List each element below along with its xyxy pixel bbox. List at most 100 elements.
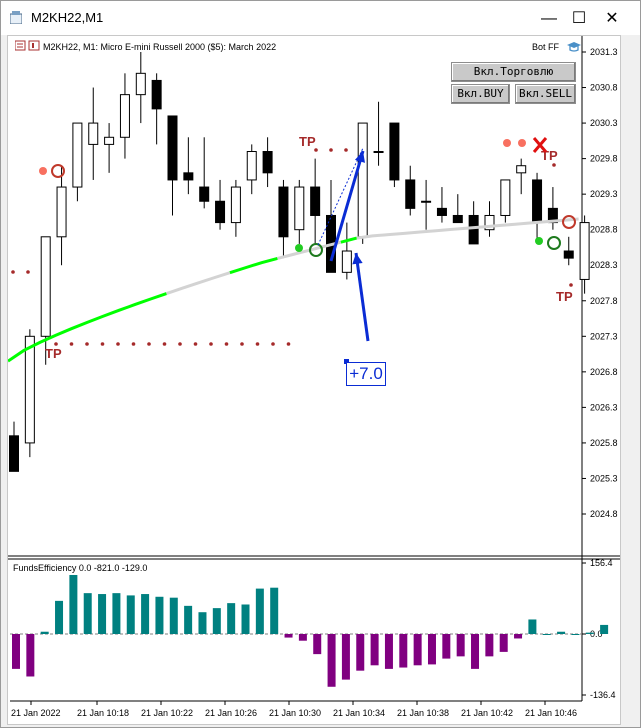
bull-candle	[24, 335, 35, 444]
tp-level-dot	[255, 342, 260, 346]
bull-candle	[246, 151, 257, 181]
ma-line-flat	[166, 271, 231, 295]
window-title: M2KH22,M1	[31, 10, 104, 25]
histogram-bar-positive	[126, 595, 135, 634]
time-tick-label: 21 Jan 10:22	[141, 708, 193, 718]
enable-buy-button[interactable]: Вкл.BUY	[451, 84, 510, 104]
histogram-bar-positive	[40, 631, 49, 634]
histogram-bar-positive	[212, 608, 221, 634]
candle	[389, 122, 400, 188]
candle	[246, 144, 257, 195]
minimize-button[interactable]: —	[541, 10, 557, 27]
bear-candle	[532, 179, 543, 224]
indicator-label: FundsEfficiency 0.0 -821.0 -129.0	[13, 563, 148, 573]
tp-level-dot	[209, 342, 213, 346]
candle	[278, 179, 289, 259]
histogram-bar-positive	[557, 631, 566, 634]
price-tick-label: 2024.8	[590, 509, 618, 519]
candle	[452, 194, 463, 224]
position-marker	[51, 164, 65, 178]
chart-window-icon	[10, 11, 22, 24]
price-tick-label: 2030.3	[590, 118, 618, 128]
entry-arrow	[329, 150, 365, 262]
maximize-button[interactable]: ☐	[571, 10, 587, 27]
histogram-bar-negative	[327, 634, 336, 687]
signal-dot	[518, 139, 526, 147]
histogram-bar-positive	[600, 624, 609, 634]
indicator-tick-label: 156.4	[590, 558, 613, 568]
candle	[357, 122, 368, 244]
candle	[373, 101, 384, 166]
position-marker	[562, 215, 576, 229]
tp-level-dot	[100, 342, 105, 346]
bear-candle	[9, 435, 19, 472]
tp-label: TP	[556, 289, 573, 304]
candle	[579, 215, 590, 294]
candle	[468, 201, 479, 245]
close-button[interactable]: ✕	[605, 10, 619, 27]
candle	[56, 165, 67, 266]
candle	[24, 329, 35, 458]
bear-candle	[215, 200, 226, 224]
ma-line-rising	[229, 256, 278, 275]
entry-arrow-head	[354, 151, 365, 163]
tp-level-dot	[552, 163, 556, 167]
candle	[484, 201, 495, 237]
price-tick-label: 2026.8	[590, 367, 618, 377]
tp-level-dot	[26, 270, 30, 274]
bear-candle	[262, 151, 273, 174]
enable-trading-button[interactable]: Вкл.Торговлю	[451, 62, 576, 82]
histogram-bar-positive	[69, 574, 78, 634]
chart-area[interactable]: 2031.3 2030.8 2030.3 2029.8 2029.3 2028.8 2028…	[7, 35, 621, 725]
position-marker	[547, 236, 561, 250]
time-tick-label: 21 Jan 10:46	[525, 708, 577, 718]
signal-dot	[535, 237, 543, 245]
bull-candle	[341, 250, 352, 273]
bull-candle	[579, 222, 590, 280]
tp-level-dot	[116, 342, 120, 346]
candle	[421, 179, 432, 230]
position-marker	[309, 243, 323, 257]
bull-candle	[40, 236, 51, 337]
tp-level-dot	[271, 342, 275, 346]
bear-candle	[151, 79, 162, 110]
tp-level-dot	[147, 342, 151, 346]
histogram-bar-positive	[184, 605, 193, 634]
bull-candle	[516, 165, 527, 174]
histogram-bar-negative	[514, 634, 523, 639]
signal-dot	[503, 139, 511, 147]
bear-candle	[389, 122, 400, 181]
histogram-bar-positive	[169, 597, 178, 634]
tp-level-dot	[131, 342, 136, 346]
bull-candle	[88, 122, 99, 145]
price-tick-label: 2028.3	[590, 260, 618, 270]
histogram-bar-negative	[313, 634, 322, 655]
price-tick-label: 2027.8	[590, 296, 618, 306]
candle	[341, 222, 352, 280]
chart-canvas[interactable]: 2031.3 2030.8 2030.3 2029.8 2029.3 2028.8 2028…	[8, 36, 620, 724]
candle	[215, 179, 226, 230]
tp-level-dot	[162, 342, 167, 346]
histogram-bar-positive	[227, 603, 236, 634]
histogram-bar-positive	[55, 600, 64, 634]
candle	[405, 165, 416, 216]
tp-level-dot	[11, 270, 15, 274]
histogram-bar-positive	[141, 594, 150, 634]
histogram-bar-positive	[198, 612, 207, 634]
bear-candle	[310, 186, 321, 216]
candle	[230, 179, 241, 237]
tp-level-dot	[85, 342, 89, 346]
histogram-bar-positive	[241, 604, 250, 634]
title-bar[interactable]: M2KH22,M1 — ☐ ✕	[1, 1, 640, 35]
candle	[9, 421, 19, 472]
histogram-bar-positive	[585, 632, 594, 634]
histogram-bar-negative	[442, 634, 451, 659]
candle	[563, 236, 574, 266]
tp-label: TP	[45, 346, 62, 361]
candle	[167, 115, 178, 216]
price-tick-label: 2025.3	[590, 473, 618, 483]
tp-label: TP	[299, 134, 316, 149]
histogram-bar-positive	[255, 588, 264, 634]
enable-sell-button[interactable]: Вкл.SELL	[515, 84, 576, 104]
